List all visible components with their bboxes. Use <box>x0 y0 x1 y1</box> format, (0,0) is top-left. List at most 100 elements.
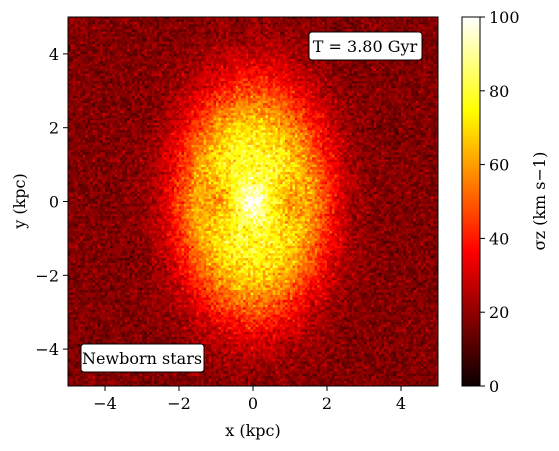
heatmap-cell <box>336 24 340 28</box>
heatmap-cell <box>144 85 148 89</box>
heatmap-cell <box>169 31 172 35</box>
heatmap-cell <box>151 46 155 50</box>
heatmap-cell <box>312 21 316 25</box>
heatmap-cell <box>373 71 377 74</box>
heatmap-cell <box>302 26 306 30</box>
heatmap-cell <box>405 66 409 70</box>
heatmap-cell <box>250 95 254 99</box>
heatmap-cell <box>144 21 148 25</box>
heatmap-cell <box>430 48 434 52</box>
heatmap-cell <box>220 61 224 65</box>
heatmap-cell <box>206 21 209 25</box>
heatmap-cell <box>240 39 244 42</box>
heatmap-cell <box>260 76 264 79</box>
heatmap-cell <box>87 63 91 67</box>
heatmap-cell <box>240 63 244 67</box>
heatmap-cell <box>137 63 140 67</box>
heatmap-cell <box>297 26 301 30</box>
heatmap-cell <box>243 21 246 25</box>
heatmap-cell <box>146 51 150 55</box>
heatmap-cell <box>220 24 224 28</box>
heatmap-cell <box>302 34 306 38</box>
heatmap-cell <box>248 71 251 74</box>
heatmap-cell <box>70 88 74 92</box>
heatmap-cell <box>137 41 140 45</box>
heatmap-cell <box>364 90 367 94</box>
heatmap-cell <box>250 76 254 79</box>
heatmap-cell <box>201 24 205 28</box>
heatmap-cell <box>146 80 150 84</box>
heatmap-cell <box>171 85 175 89</box>
heatmap-cell <box>109 41 113 45</box>
heatmap-cell <box>176 39 180 42</box>
heatmap-cell <box>334 95 338 99</box>
heatmap-cell <box>95 39 98 42</box>
heatmap-cell <box>134 21 138 25</box>
heatmap-cell <box>169 58 172 62</box>
heatmap-cell <box>216 29 219 33</box>
heatmap-cell <box>112 48 116 52</box>
heatmap-cell <box>287 53 291 57</box>
heatmap-cell <box>248 34 251 38</box>
heatmap-cell <box>354 21 357 25</box>
heatmap-cell <box>70 73 74 77</box>
heatmap-cell <box>356 85 360 89</box>
heatmap-cell <box>107 88 111 92</box>
heatmap-cell <box>85 21 89 25</box>
heatmap-cell <box>174 31 177 35</box>
heatmap-cell <box>336 63 340 67</box>
heatmap-cell <box>435 53 438 57</box>
heatmap-cell <box>368 29 372 33</box>
heatmap-cell <box>124 41 128 45</box>
heatmap-cell <box>196 95 200 99</box>
heatmap-cell <box>183 36 187 40</box>
heatmap-cell <box>114 93 118 97</box>
heatmap-cell <box>243 80 246 84</box>
heatmap-cell <box>265 80 269 84</box>
heatmap-cell <box>186 53 190 57</box>
heatmap-cell <box>213 63 217 67</box>
heatmap-cell <box>299 66 303 70</box>
heatmap-cell <box>102 58 106 62</box>
heatmap-cell <box>166 83 170 87</box>
heatmap-cell <box>245 63 249 67</box>
heatmap-cell <box>373 21 377 25</box>
heatmap-cell <box>159 83 163 87</box>
heatmap-cell <box>139 17 143 20</box>
heatmap-cell <box>319 78 323 82</box>
heatmap-cell <box>95 21 98 25</box>
heatmap-cell <box>220 51 224 55</box>
heatmap-cell <box>119 19 123 23</box>
heatmap-cell <box>391 80 394 84</box>
heatmap-cell <box>142 78 145 82</box>
heatmap-cell <box>270 31 274 35</box>
heatmap-cell <box>87 36 91 40</box>
heatmap-cell <box>208 61 212 65</box>
heatmap-cell <box>142 46 145 50</box>
heatmap-cell <box>203 85 207 89</box>
heatmap-cell <box>107 63 111 67</box>
heatmap-cell <box>260 17 264 20</box>
heatmap-cell <box>117 48 121 52</box>
heatmap-cell <box>280 61 283 65</box>
heatmap-cell <box>304 85 308 89</box>
heatmap-cell <box>70 44 74 47</box>
heatmap-cell <box>216 83 219 87</box>
heatmap-cell <box>112 95 116 99</box>
heatmap-cell <box>371 17 375 20</box>
heatmap-cell <box>302 29 306 33</box>
heatmap-cell <box>174 78 177 82</box>
heatmap-cell <box>191 46 195 50</box>
heatmap-cell <box>403 93 407 97</box>
heatmap-cell <box>250 51 254 55</box>
heatmap-cell <box>403 78 407 82</box>
heatmap-cell <box>425 36 429 40</box>
heatmap-cell <box>122 51 126 55</box>
heatmap-cell <box>206 90 209 94</box>
heatmap-cell <box>211 85 214 89</box>
heatmap-cell <box>139 31 143 35</box>
heatmap-cell <box>119 61 123 65</box>
heatmap-cell <box>351 78 355 82</box>
heatmap-cell <box>132 34 135 38</box>
heatmap-cell <box>169 85 172 89</box>
